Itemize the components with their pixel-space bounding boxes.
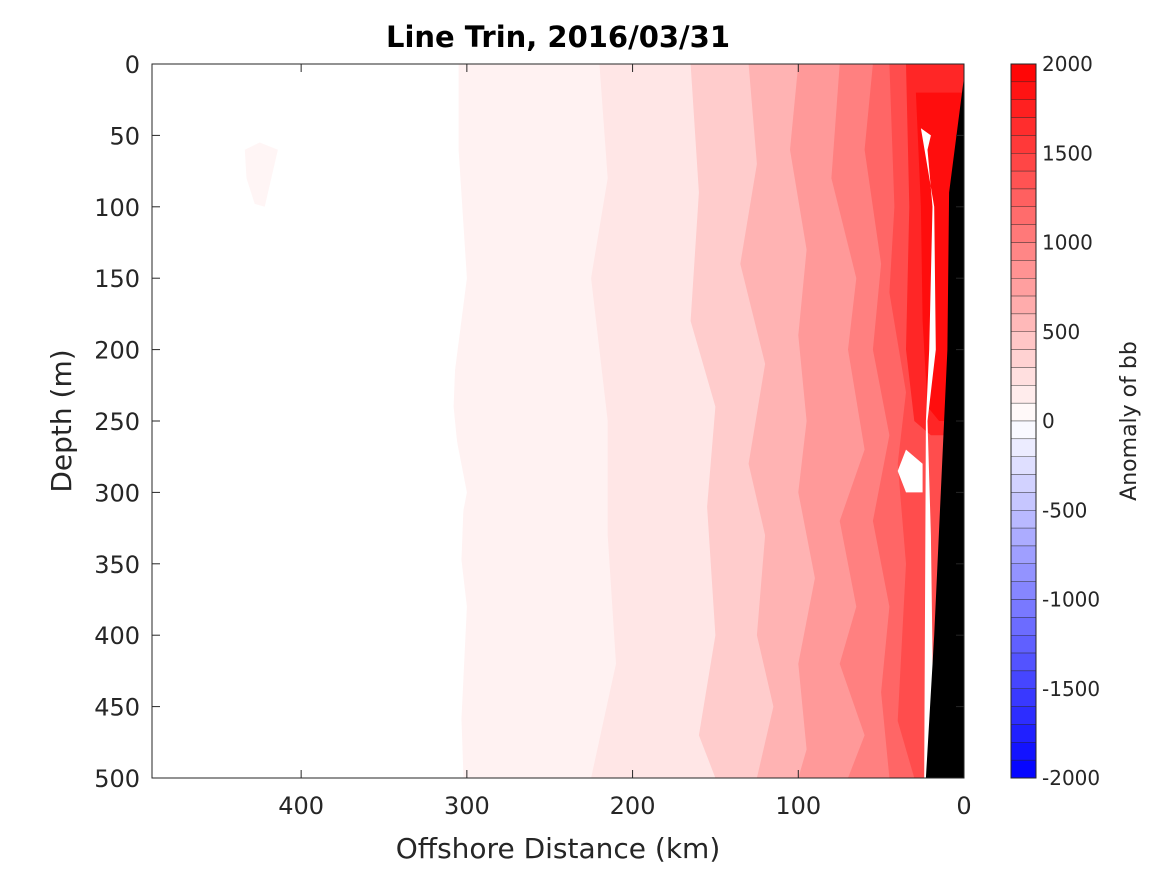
colorbar-swatch <box>1010 724 1037 743</box>
colorbar-swatch <box>1010 81 1037 100</box>
y-tick-label: 300 <box>94 479 140 507</box>
x-axis-title: Offshore Distance (km) <box>396 832 721 865</box>
y-tick-label: 150 <box>94 265 140 293</box>
colorbar-tick-label: 500 <box>1042 320 1080 344</box>
colorbar-swatch <box>1010 295 1037 315</box>
contour-bands <box>450 64 964 778</box>
x-tick-label: 0 <box>956 792 971 820</box>
x-tick-label: 200 <box>610 792 656 820</box>
colorbar-swatch <box>1010 63 1037 83</box>
colorbar-swatch <box>1010 545 1037 565</box>
colorbar-swatch <box>1010 117 1037 136</box>
contour-gap-0 <box>152 64 464 778</box>
colorbar-swatch <box>1010 170 1037 190</box>
y-tick-label: 450 <box>94 694 140 722</box>
y-tick-label: 350 <box>94 551 140 579</box>
seafloor-mask <box>925 64 964 778</box>
x-tick-label: 400 <box>278 792 324 820</box>
y-tick-label: 100 <box>94 194 140 222</box>
colorbar-swatch <box>1010 759 1037 779</box>
plot-area <box>152 64 964 778</box>
colorbar-swatch <box>1010 349 1037 368</box>
colorbar-swatch <box>1010 153 1037 172</box>
colorbar-swatch <box>1010 688 1037 707</box>
contour-blob-0 <box>244 142 278 207</box>
colorbar-swatch <box>1010 135 1037 154</box>
contour-gap-3 <box>897 449 923 493</box>
colorbar-tick-label: 1000 <box>1042 231 1093 255</box>
colorbar-swatch <box>1010 367 1037 386</box>
colorbar-swatch <box>1010 652 1037 672</box>
x-tick-label: 100 <box>775 792 821 820</box>
colorbar-tick-label: 2000 <box>1042 52 1093 76</box>
colorbar-swatch <box>1010 260 1037 279</box>
colorbar-swatch <box>1010 402 1037 422</box>
colorbar-swatch <box>1010 99 1037 118</box>
colorbar-swatch <box>1010 742 1037 761</box>
x-tick-label: 300 <box>444 792 490 820</box>
colorbar-swatch <box>1010 456 1037 475</box>
colorbar-swatch <box>1010 206 1037 225</box>
colorbar-tick-label: -1500 <box>1042 677 1100 701</box>
y-axis-title: Depth (m) <box>45 349 78 492</box>
colorbar-swatch <box>1010 563 1037 582</box>
colorbar-swatch <box>1010 331 1037 350</box>
colorbar-swatch <box>1010 670 1037 689</box>
colorbar-swatch <box>1010 385 1037 404</box>
colorbar-frame <box>1010 63 1037 779</box>
land-mask <box>925 64 964 778</box>
colorbar-tick-label: 1500 <box>1042 141 1093 165</box>
colorbar-swatch <box>1010 527 1037 547</box>
y-tick-label: 200 <box>94 337 140 365</box>
chart-title: Line Trin, 2016/03/31 <box>386 20 730 54</box>
contour-gap-2 <box>920 128 936 778</box>
x-axis: 400 300 200 100 0 <box>278 64 972 820</box>
y-tick-label: 50 <box>109 122 140 150</box>
colorbar: 2000 1500 1000 500 0 -500 -1000 -1500 -2000 Anom… <box>1010 52 1142 790</box>
colorbar-swatch <box>1010 474 1037 493</box>
y-axis: 0 50 100 150 200 250 300 350 400 450 500 <box>94 51 964 793</box>
colorbar-swatch <box>1010 510 1037 529</box>
colorbar-swatch <box>1010 492 1037 511</box>
y-tick-label: 250 <box>94 408 140 436</box>
colorbar-tick-label: -1000 <box>1042 588 1100 612</box>
colorbar-swatch <box>1010 188 1037 207</box>
y-tick-label: 400 <box>94 622 140 650</box>
colorbar-swatches <box>1010 63 1037 779</box>
colorbar-swatch <box>1010 617 1037 636</box>
colorbar-swatch <box>1010 599 1037 618</box>
colorbar-tick-label: 0 <box>1042 409 1055 433</box>
colorbar-swatch <box>1010 706 1037 725</box>
y-tick-label: 0 <box>125 51 140 79</box>
white-gaps <box>152 64 936 778</box>
colorbar-title: Anomaly of bb <box>1117 341 1142 501</box>
colorbar-swatch <box>1010 278 1037 297</box>
colorbar-swatch <box>1010 420 1037 440</box>
colorbar-tick-label: -500 <box>1042 498 1087 522</box>
colorbar-swatch <box>1010 242 1037 261</box>
colorbar-swatch <box>1010 635 1037 654</box>
colorbar-tick-label: -2000 <box>1042 766 1100 790</box>
colorbar-ticks: 2000 1500 1000 500 0 -500 -1000 -1500 -2000 <box>1042 52 1100 790</box>
y-tick-label: 500 <box>94 765 140 793</box>
colorbar-swatch <box>1010 224 1037 243</box>
contour-blobs <box>244 142 278 207</box>
colorbar-swatch <box>1010 313 1037 332</box>
colorbar-swatch <box>1010 581 1037 600</box>
colorbar-swatch <box>1010 438 1037 457</box>
